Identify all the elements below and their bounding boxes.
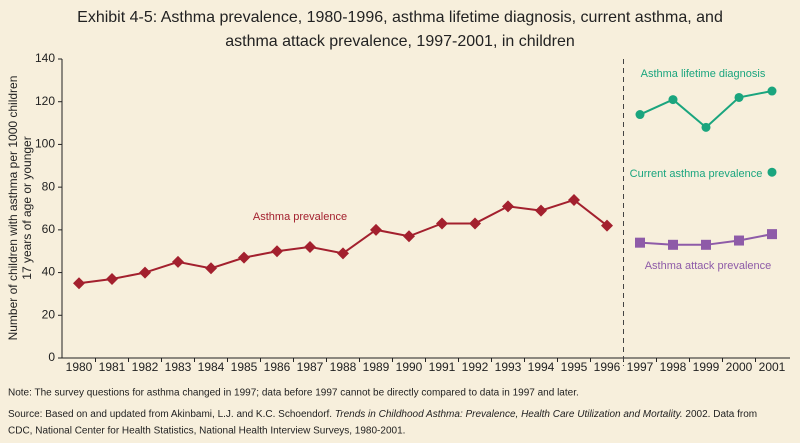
x-tick-label: 2001 <box>759 360 786 374</box>
series-label: Asthma attack prevalence <box>645 260 772 272</box>
note: Note: The survey questions for asthma ch… <box>8 388 579 399</box>
y-tick-label: 0 <box>48 350 55 364</box>
x-tick-label: 2000 <box>726 360 753 374</box>
x-tick-label: 1982 <box>132 360 159 374</box>
x-tick-label: 1987 <box>297 360 324 374</box>
x-tick-label: 1992 <box>462 360 489 374</box>
data-point <box>734 92 744 102</box>
x-tick-label: 1984 <box>198 360 225 374</box>
x-tick-label: 1989 <box>363 360 390 374</box>
data-point <box>436 217 448 230</box>
data-point <box>701 239 711 250</box>
x-tick-label: 1998 <box>660 360 687 374</box>
x-tick-label: 1983 <box>165 360 192 374</box>
x-tick-label: 1988 <box>330 360 357 374</box>
data-point <box>668 95 678 105</box>
data-point <box>535 204 547 217</box>
y-tick-label: 100 <box>35 137 55 151</box>
y-tick-label: 80 <box>42 179 56 193</box>
data-point <box>271 245 283 258</box>
y-tick-label: 40 <box>42 265 56 279</box>
data-point <box>601 219 613 232</box>
x-tick-label: 1990 <box>396 360 423 374</box>
data-point <box>767 86 777 96</box>
x-tick-label: 1999 <box>693 360 720 374</box>
data-point <box>205 262 217 275</box>
data-point <box>701 122 711 132</box>
series-label: Current asthma prevalence <box>630 168 763 180</box>
chart-title-line: asthma attack prevalence, 1997-2001, in … <box>225 33 575 50</box>
y-tick-label: 140 <box>35 51 55 65</box>
x-tick-label: 1981 <box>99 360 126 374</box>
x-tick-label: 1995 <box>561 360 588 374</box>
data-point <box>403 230 415 243</box>
data-point <box>73 277 85 290</box>
data-point <box>502 200 514 213</box>
y-tick-label: 60 <box>42 222 56 236</box>
data-point <box>568 193 580 206</box>
x-tick-label: 1986 <box>264 360 291 374</box>
y-axis-label: Number of children with asthma per 1000 … <box>6 76 20 341</box>
chart-title-line: Exhibit 4-5: Asthma prevalence, 1980-199… <box>77 9 723 26</box>
data-point <box>304 240 316 253</box>
x-tick-label: 1985 <box>231 360 258 374</box>
x-tick-label: 1980 <box>66 360 93 374</box>
source-part: Trends in Childhood Asthma: Prevalence, … <box>335 409 683 420</box>
data-point <box>635 110 645 120</box>
data-point <box>370 223 382 236</box>
data-point <box>238 251 250 264</box>
series-label: Asthma prevalence <box>253 211 347 223</box>
data-point <box>469 217 481 230</box>
series-label: Asthma lifetime diagnosis <box>641 68 766 80</box>
x-tick-label: 1993 <box>495 360 522 374</box>
source: CDC, National Center for Health Statisti… <box>8 426 405 437</box>
y-axis-label: 17 years of age or younger <box>20 136 34 279</box>
data-point <box>767 167 777 177</box>
source: Source: Based on and updated from Akinba… <box>8 409 757 420</box>
y-tick-label: 120 <box>35 94 55 108</box>
x-tick-label: 1996 <box>594 360 621 374</box>
data-point <box>172 255 184 268</box>
x-tick-label: 1997 <box>627 360 654 374</box>
data-point <box>106 272 118 285</box>
x-tick-label: 1991 <box>429 360 456 374</box>
series-line <box>639 90 773 129</box>
data-point <box>337 247 349 260</box>
y-tick-label: 20 <box>42 307 56 321</box>
data-point <box>734 235 744 246</box>
source-part: Source: Based on and updated from Akinba… <box>8 409 335 420</box>
data-point <box>767 229 777 240</box>
data-point <box>635 237 645 248</box>
source-part: 2002. Data from <box>683 409 757 420</box>
x-tick-label: 1994 <box>528 360 555 374</box>
data-point <box>139 266 151 279</box>
data-point <box>668 239 678 250</box>
